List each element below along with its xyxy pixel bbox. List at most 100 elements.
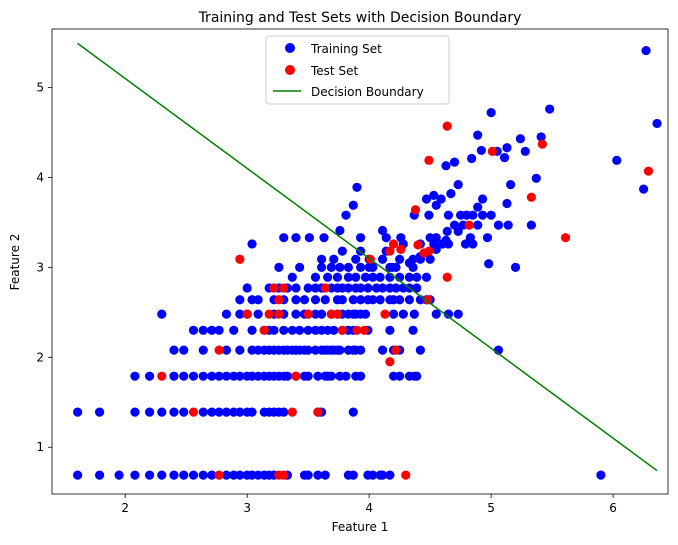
training-point xyxy=(295,262,305,272)
training-point xyxy=(287,272,297,282)
test-point xyxy=(287,407,297,417)
training-point xyxy=(320,295,330,305)
training-point xyxy=(515,134,526,144)
legend-test-label: Test Set xyxy=(310,64,358,78)
training-point xyxy=(221,407,232,417)
training-point xyxy=(130,371,140,381)
training-point xyxy=(303,283,313,293)
training-point xyxy=(531,173,541,183)
legend-boundary-label: Decision Boundary xyxy=(311,85,424,99)
training-point xyxy=(242,283,252,293)
training-point xyxy=(375,295,385,305)
training-point xyxy=(326,371,336,381)
training-point xyxy=(291,309,301,319)
test-point xyxy=(214,345,224,355)
training-point xyxy=(169,345,179,355)
training-point xyxy=(477,210,488,220)
y-tick-label: 1 xyxy=(36,440,44,454)
test-point xyxy=(259,325,269,335)
training-point xyxy=(348,295,358,305)
training-point xyxy=(639,184,649,194)
training-point xyxy=(326,262,336,272)
y-tick-label: 3 xyxy=(36,260,44,274)
training-point xyxy=(303,470,313,480)
training-point xyxy=(596,470,606,480)
training-point xyxy=(381,233,391,243)
test-point xyxy=(410,205,421,215)
training-point xyxy=(313,371,323,381)
training-point xyxy=(356,262,366,272)
training-point xyxy=(436,194,446,204)
training-point xyxy=(467,153,477,164)
training-point xyxy=(473,202,483,212)
training-point xyxy=(545,104,555,114)
test-point xyxy=(385,246,395,256)
training-point xyxy=(356,345,366,355)
training-point xyxy=(214,371,224,381)
training-point xyxy=(536,132,546,142)
training-point xyxy=(421,272,432,282)
training-point xyxy=(198,371,208,381)
training-point xyxy=(484,259,494,269)
x-tick-label: 6 xyxy=(609,501,617,515)
training-point xyxy=(73,407,83,417)
training-point xyxy=(310,272,321,282)
test-point xyxy=(643,166,654,176)
training-point xyxy=(235,295,245,305)
training-point xyxy=(431,200,441,210)
training-point xyxy=(303,345,313,355)
training-point xyxy=(506,179,516,190)
training-point xyxy=(421,194,432,204)
training-point xyxy=(348,470,358,480)
training-point xyxy=(207,325,217,335)
training-point xyxy=(169,407,179,417)
training-point xyxy=(431,233,441,243)
training-point xyxy=(429,190,439,200)
training-point xyxy=(502,198,512,209)
training-point xyxy=(396,233,406,243)
training-point xyxy=(221,345,232,355)
training-point xyxy=(388,309,399,319)
training-point xyxy=(343,262,354,272)
training-point xyxy=(395,295,405,305)
training-point xyxy=(269,325,279,335)
training-point xyxy=(179,407,189,417)
training-point xyxy=(291,233,301,243)
training-point xyxy=(377,470,388,480)
training-point xyxy=(287,325,297,335)
x-tick-label: 2 xyxy=(121,501,129,515)
training-point xyxy=(348,200,358,210)
training-point xyxy=(424,210,434,220)
training-point xyxy=(157,309,167,319)
training-point xyxy=(449,157,460,167)
test-point xyxy=(279,283,289,293)
training-point xyxy=(198,345,208,355)
test-point xyxy=(214,470,224,480)
training-point xyxy=(477,194,488,204)
training-point xyxy=(319,233,329,243)
training-point xyxy=(408,325,418,335)
training-point xyxy=(360,309,371,319)
training-point xyxy=(157,407,167,417)
training-point xyxy=(279,407,289,417)
x-tick-label: 5 xyxy=(487,501,495,515)
training-point xyxy=(377,283,388,293)
test-point xyxy=(235,254,245,264)
test-point xyxy=(359,325,369,335)
training-point xyxy=(356,233,366,243)
test-point xyxy=(274,295,284,305)
training-point xyxy=(114,470,124,480)
training-point xyxy=(377,345,388,355)
training-point xyxy=(320,470,330,480)
training-point xyxy=(351,272,361,282)
training-point xyxy=(431,244,441,254)
training-point xyxy=(179,470,189,480)
training-point xyxy=(404,272,415,282)
training-point xyxy=(247,407,257,417)
training-point xyxy=(179,345,189,355)
test-point xyxy=(464,220,474,230)
training-point xyxy=(221,470,232,480)
test-point xyxy=(157,371,167,381)
training-point xyxy=(207,407,217,417)
test-point xyxy=(423,295,433,305)
